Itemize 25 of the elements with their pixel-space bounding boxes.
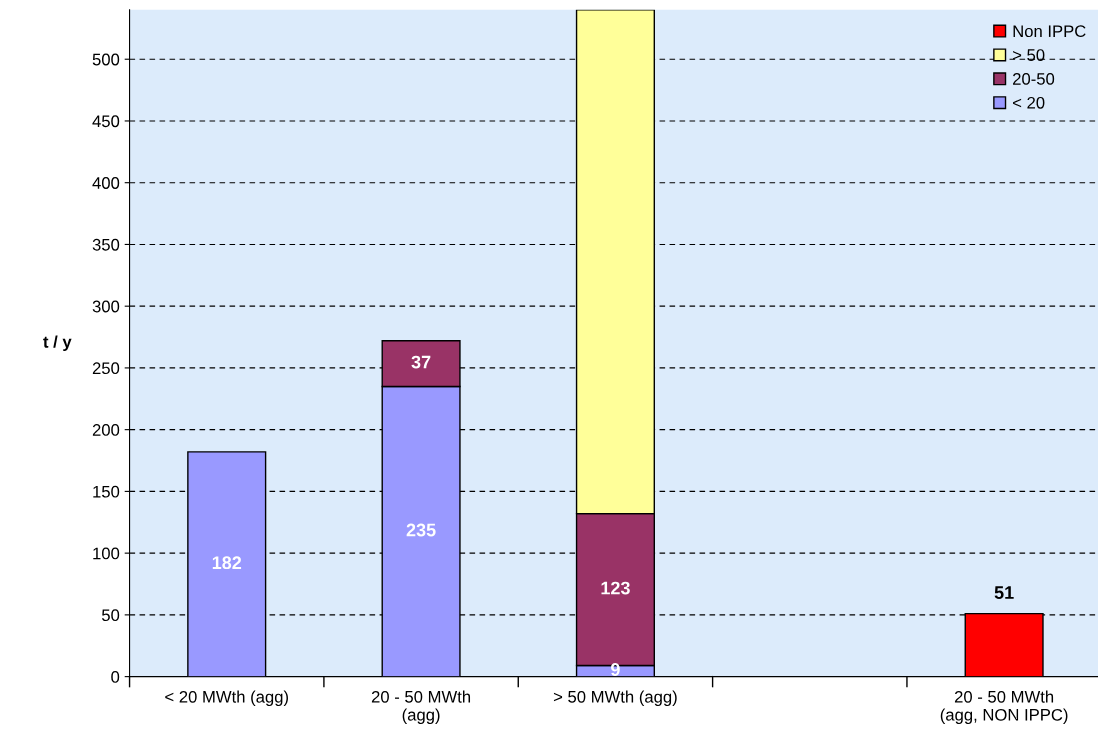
x-tick-label: < 20 MWth (agg)	[165, 690, 288, 707]
y-tick-label: 300	[92, 300, 120, 313]
y-axis-title: t / y	[43, 335, 72, 351]
y-tick-label: 200	[92, 424, 120, 436]
y-tick-label: 500	[92, 53, 120, 66]
data-label: 235	[406, 523, 436, 537]
y-tick-label: 350	[92, 238, 120, 251]
data-label: 123	[601, 581, 630, 595]
y-tick-label: 450	[92, 115, 120, 128]
y-tick-label: 250	[92, 362, 120, 375]
x-tick-label: 20 - 50 MWth (agg)	[371, 690, 471, 724]
y-tick-label: 50	[101, 609, 120, 622]
x-tick-label: 20 - 50 MWth (agg, NON IPPC)	[940, 690, 1068, 724]
y-tick-label: 400	[92, 177, 120, 189]
x-tick-label: > 50 MWth (agg)	[553, 690, 677, 707]
legend-label: Non IPPC	[1013, 25, 1086, 38]
y-tick-label: 100	[93, 547, 120, 560]
legend-label: > 50	[1013, 49, 1045, 61]
data-label: 51	[994, 586, 1014, 599]
legend-label: 20-50	[1013, 73, 1055, 85]
y-tick-label: 150	[93, 485, 120, 498]
data-label: 37	[411, 355, 431, 369]
legend-label: < 20	[1013, 96, 1045, 109]
data-label: 182	[212, 556, 242, 570]
y-tick-label: 0	[111, 671, 120, 683]
